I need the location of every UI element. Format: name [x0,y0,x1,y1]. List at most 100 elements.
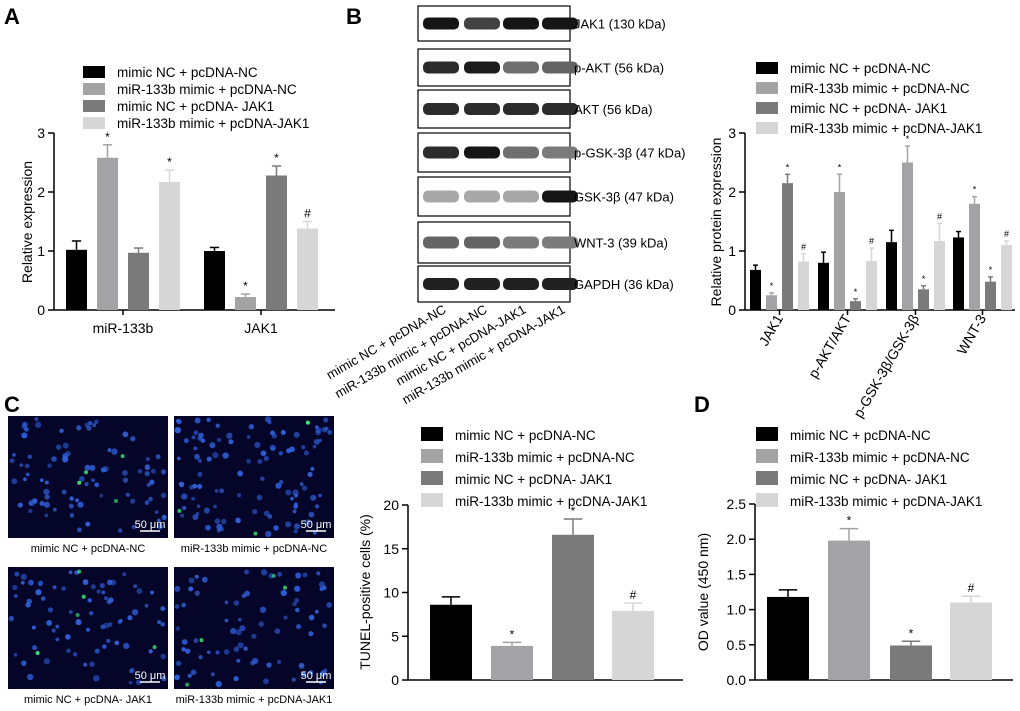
nucleus [44,480,49,485]
nucleus [39,478,44,483]
micrograph-background [174,567,334,689]
nucleus [250,660,256,666]
legend-label: miR-133b mimic + pcDNA-NC [790,450,970,465]
micrograph-caption: miR-133b mimic + pcDNA-NC [181,543,327,555]
nucleus [96,589,101,594]
nucleus [94,648,100,654]
nucleus [266,662,272,668]
nucleus [301,445,306,450]
protein-band [542,17,578,30]
nucleus [200,438,206,443]
nucleus [275,482,282,489]
nucleus [293,431,300,438]
nucleus [69,496,74,501]
bar [97,157,118,310]
nucleus [305,519,311,525]
nucleus [233,646,240,652]
nucleus [32,645,38,651]
nucleus [94,482,100,488]
nucleus [150,468,156,474]
bar [818,262,829,310]
nucleus [293,504,298,509]
nucleus [301,672,307,678]
legend-label: mimic NC + pcDNA-NC [117,65,258,80]
nucleus [273,525,279,531]
nucleus [87,598,92,603]
nucleus [100,624,106,630]
nucleus [21,433,26,438]
blot-label: p-AKT (56 kDa) [574,61,664,76]
micrograph-background [8,416,168,538]
x-tick-label: p-GSK-3β/GSK-3β [850,312,922,421]
chart-panel-d: mimic NC + pcDNA-NC miR-133b mimic + pcDN… [695,427,1013,688]
protein-band [423,61,459,74]
y-tick-label: 0.5 [727,637,747,653]
nucleus [65,634,71,640]
nucleus [160,606,166,611]
nucleus [111,448,118,455]
nucleus [278,451,284,456]
y-tick-label: 0 [391,672,399,688]
nucleus [28,579,34,586]
nucleus [51,456,57,462]
significance-mark: * [571,504,576,518]
micrograph-caption: mimic NC + pcDNA-NC [31,543,146,555]
bar [953,237,964,310]
significance-mark: * [854,287,858,297]
bar [828,540,870,680]
nucleus [46,620,53,626]
nucleus [160,469,167,475]
nucleus [219,488,225,494]
nucleus [294,598,300,603]
nucleus [133,584,138,589]
nucleus [144,470,150,477]
nucleus [308,631,314,637]
bar [552,534,594,680]
nucleus [175,626,180,631]
nucleus [206,417,211,422]
protein-band [542,236,578,249]
significance-mark: * [167,155,172,169]
nucleus [223,648,230,655]
protein-band [464,103,500,115]
nucleus [205,524,211,531]
y-tick-label: 10 [383,585,399,601]
nucleus [214,489,219,493]
nucleus [145,456,150,462]
nucleus [9,458,15,464]
nucleus [199,638,204,643]
bar [297,228,318,310]
nucleus [176,456,181,461]
panel-label-b: B [346,4,362,29]
nucleus [144,464,151,471]
nucleus [114,640,120,646]
nucleus [291,677,296,682]
nucleus [68,503,74,509]
nucleus [322,623,327,628]
bar [766,295,777,310]
nucleus [308,670,314,675]
bar [834,192,845,310]
nucleus [99,583,105,589]
nucleus [305,420,310,425]
bar [159,181,180,310]
nucleus [75,498,79,503]
nucleus [194,590,200,596]
nucleus [28,499,35,507]
nucleus [228,439,234,445]
legend-label: miR-133b mimic + pcDNA-JAK1 [790,121,982,136]
nucleus [187,673,192,678]
nucleus [122,431,129,438]
nucleus [296,624,302,630]
nucleus [209,442,216,449]
nucleus [326,602,332,608]
nucleus [321,426,328,433]
nucleus [212,452,219,459]
protein-band [464,146,500,159]
significance-mark: # [1004,229,1009,239]
nucleus [79,476,85,482]
nucleus [106,599,112,605]
nucleus [203,507,210,514]
nucleus [155,454,161,460]
nucleus [215,423,220,428]
